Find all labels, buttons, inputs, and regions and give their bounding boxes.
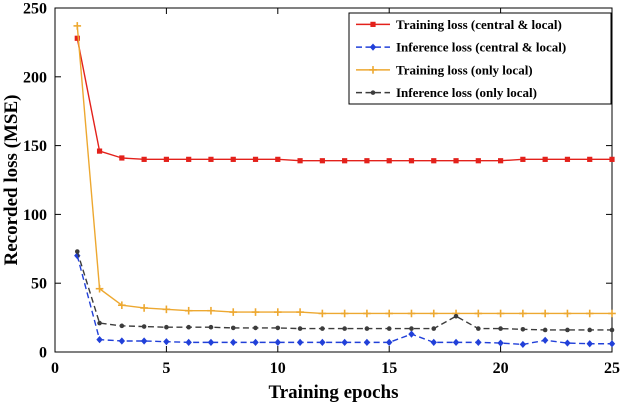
legend-box <box>348 12 612 105</box>
legend-entry: Inference loss (only local) <box>356 85 537 100</box>
y-tick-label: 100 <box>23 207 47 224</box>
legend-label: Training loss (only local) <box>396 62 533 77</box>
legend-label: Inference loss (central & local) <box>396 40 566 55</box>
legend-entry: Training loss (central & local) <box>356 17 562 32</box>
series-2 <box>73 22 616 318</box>
legend-label: Inference loss (only local) <box>396 85 537 100</box>
legend-entry: Training loss (only local) <box>356 62 533 77</box>
series-1 <box>74 252 616 349</box>
y-tick-label: 150 <box>23 138 47 155</box>
x-axis: 0 5 10 15 20 25 <box>51 8 620 377</box>
legend-label: Training loss (central & local) <box>396 17 562 32</box>
x-tick-label: 0 <box>51 360 59 377</box>
x-tick-label: 15 <box>381 360 397 377</box>
y-tick-label: 250 <box>23 1 47 18</box>
x-tick-label: 5 <box>162 360 170 377</box>
x-axis-label: Training epochs <box>268 382 398 403</box>
legend-entry: Inference loss (central & local) <box>356 40 566 55</box>
y-axis: 0 50 100 150 200 250 <box>23 1 612 362</box>
x-tick-label: 25 <box>604 360 620 377</box>
series-0 <box>74 35 615 164</box>
y-axis-label: Recorded loss (MSE) <box>1 95 22 266</box>
x-tick-label: 20 <box>493 360 509 377</box>
y-tick-label: 200 <box>23 69 47 86</box>
y-tick-label: 50 <box>31 276 47 293</box>
x-tick-label: 10 <box>270 360 286 377</box>
legend: Training loss (central & local) Inference… <box>348 12 612 105</box>
y-tick-label: 0 <box>39 345 47 362</box>
series-3 <box>74 249 615 333</box>
